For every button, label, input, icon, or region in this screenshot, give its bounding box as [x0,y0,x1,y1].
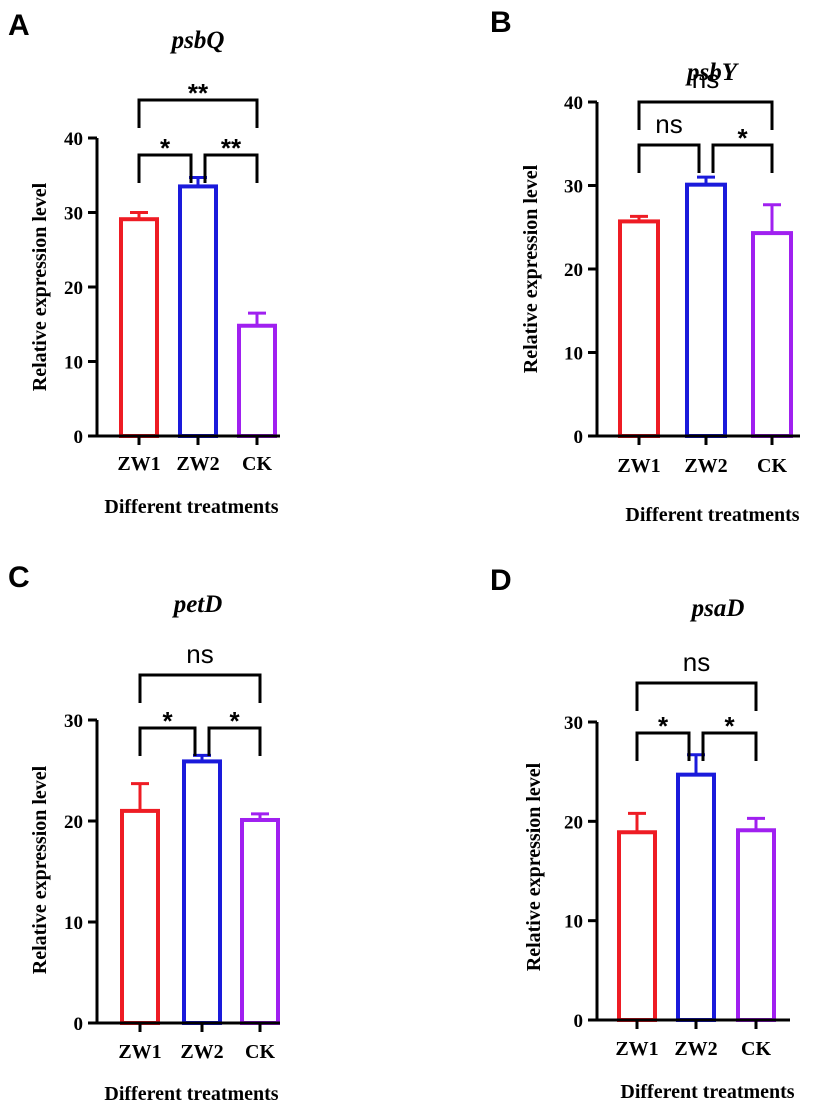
significance-label: * [229,706,240,736]
significance-label: ns [655,109,682,139]
chart-title: petD [172,591,223,618]
x-tick-label: ZW2 [176,453,219,475]
bar-ck [751,231,793,438]
significance-bracket [637,143,701,173]
y-tick-label: 30 [64,204,83,225]
panel-letter: C [8,561,30,594]
significance-label: * [160,133,171,163]
y-tick-label: 10 [564,912,583,933]
x-axis-label: Different treatments [625,504,799,526]
y-axis-label: Relative expression level [523,762,545,971]
x-tick-label: CK [757,455,787,477]
significance-label: * [162,706,173,736]
y-tick-label: 20 [64,278,83,299]
x-axis-label: Different treatments [620,1081,794,1103]
significance-bracket [137,98,259,128]
significance-bracket [138,673,262,703]
x-tick-label: ZW1 [617,455,660,477]
bar-zw2 [685,182,727,438]
chart-title: psbQ [170,27,225,54]
significance-label: ns [683,647,710,677]
bar-zw2 [676,772,716,1022]
y-tick-label: 10 [64,353,83,374]
y-tick-label: 0 [574,427,584,448]
x-axis-label: Different treatments [104,1083,278,1105]
y-tick-label: 0 [74,1014,84,1035]
bar-ck [240,817,280,1025]
significance-label: ns [186,639,213,669]
bar-ck [736,828,776,1022]
bar-zw1 [119,217,159,438]
chart-title: psbY [685,59,740,86]
y-axis-label: Relative expression level [520,164,542,373]
chart-title: psaD [690,595,745,622]
x-tick-label: CK [242,453,272,475]
y-tick-label: 10 [564,344,583,365]
y-axis-label: Relative expression level [29,765,51,974]
x-tick-label: ZW1 [117,453,160,475]
panel-letter: B [490,6,512,39]
x-axis-label: Different treatments [104,496,278,518]
significance-label: ns [692,64,719,94]
y-tick-label: 30 [564,713,583,734]
x-tick-label: ZW2 [684,455,727,477]
x-tick-label: ZW2 [180,1041,223,1063]
significance-bracket [711,143,774,173]
x-tick-label: CK [741,1038,771,1060]
y-axis-label: Relative expression level [29,182,51,391]
significance-bracket [207,726,262,756]
significance-bracket [635,681,758,711]
significance-label: ** [221,133,242,163]
significance-bracket [635,731,691,761]
x-tick-label: ZW2 [674,1038,717,1060]
significance-label: * [724,711,735,741]
y-tick-label: 20 [564,260,583,281]
significance-label: * [658,711,669,741]
significance-label: ** [188,78,209,108]
y-tick-label: 40 [64,129,83,150]
significance-bracket [137,153,193,183]
x-tick-label: ZW1 [615,1038,658,1060]
x-tick-label: ZW1 [118,1041,161,1063]
y-tick-label: 0 [74,427,84,448]
panel-letter: A [8,9,30,42]
bar-zw2 [182,759,222,1025]
y-tick-label: 20 [564,812,583,833]
y-tick-label: 30 [564,177,583,198]
significance-bracket [138,726,197,756]
bar-zw1 [120,808,160,1026]
x-tick-label: CK [245,1041,275,1063]
bar-zw1 [617,830,657,1023]
y-tick-label: 10 [64,913,83,934]
bar-ck [237,323,277,438]
y-tick-label: 20 [64,812,83,833]
y-tick-label: 30 [64,711,83,732]
significance-bracket [203,153,259,183]
bar-zw1 [618,219,660,438]
significance-label: * [737,123,748,153]
significance-bracket [701,731,758,761]
y-tick-label: 40 [564,93,583,114]
panel-letter: D [490,564,512,597]
significance-bracket [637,100,774,130]
y-tick-label: 0 [574,1011,584,1032]
bar-zw2 [178,184,218,438]
